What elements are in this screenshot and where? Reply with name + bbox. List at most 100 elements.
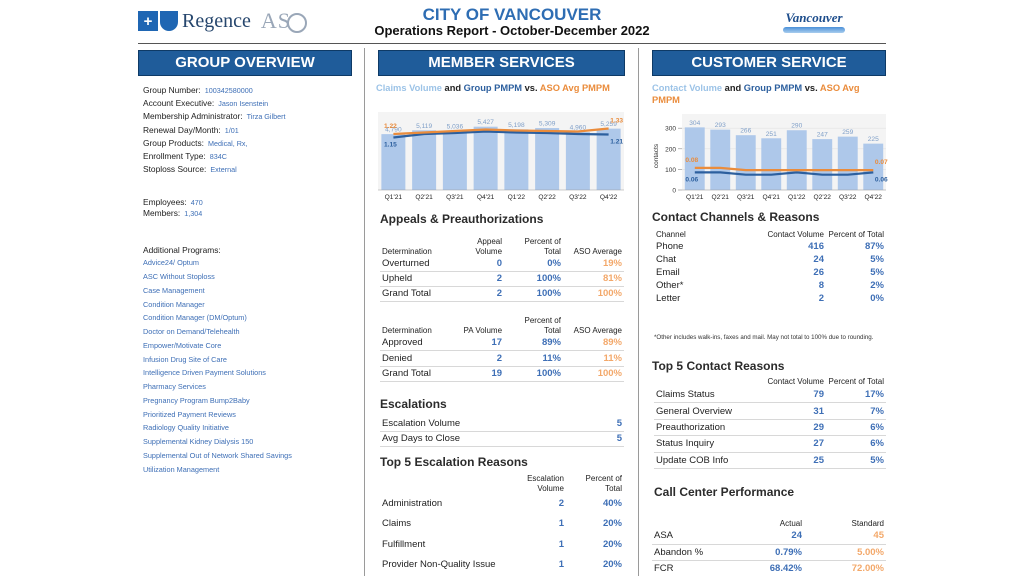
report-subtitle: Operations Report - October-December 202… xyxy=(374,23,650,38)
bar-value-label: 225 xyxy=(868,136,879,143)
col-determination: Determination xyxy=(382,325,432,335)
x-tick-label: Q2'22 xyxy=(814,194,832,201)
cell-standard: 72.00% xyxy=(804,560,886,576)
cell-volume: 416 xyxy=(808,240,824,252)
count-row: Members: 1,304 xyxy=(143,208,353,219)
line-first-label: 1.22 xyxy=(384,123,397,130)
col-percent: Percent of Total xyxy=(524,316,561,335)
col-pa-volume: PA Volume xyxy=(463,325,503,335)
table-row: Phone 416 87% xyxy=(654,240,886,253)
cell-volume: 0 xyxy=(459,256,505,272)
cell-volume: 1 xyxy=(558,538,564,550)
cell-actual: 24 xyxy=(732,528,804,545)
x-tick-label: Q4'22 xyxy=(600,194,618,201)
count-value: 1,304 xyxy=(184,209,203,219)
group-overview-panel: Group Number: 100342580000 Account Executi… xyxy=(143,84,353,476)
group-pmpm-line xyxy=(694,171,874,176)
contact-volume-chart: 0 100 200 300 contacts 304 Q1'21 293 Q2'21 266 Q3'… xyxy=(653,114,888,201)
cell-percent: 20% xyxy=(602,559,622,571)
cell-volume: 8 xyxy=(818,280,824,292)
program-item: Condition Manager (DM/Optum) xyxy=(143,313,247,323)
cell-percent: 5% xyxy=(826,452,886,469)
cell-label: Claims Status xyxy=(654,386,764,404)
cell-volume: 24 xyxy=(813,253,824,265)
program-item: Utilization Management xyxy=(143,464,220,474)
cell-label: Administration xyxy=(382,497,443,509)
bar-value-label: 304 xyxy=(689,120,700,127)
cell-label: ASA xyxy=(652,528,732,545)
line-last-label: 1.33 xyxy=(610,118,623,125)
bar xyxy=(412,130,437,190)
cell-label: Phone xyxy=(656,240,684,252)
bar-value-label: 290 xyxy=(791,123,802,130)
bar-value-label: 5,198 xyxy=(508,122,525,129)
group-counts: Employees: 470 Members: 1,304 xyxy=(143,197,353,219)
field-row: Membership Administrator: Tirza Gilbert xyxy=(143,110,353,123)
header-divider xyxy=(138,43,886,44)
count-row: Employees: 470 xyxy=(143,197,353,208)
line-first-label: 0.06 xyxy=(685,176,698,183)
table-row: Other* 8 2% xyxy=(654,279,886,292)
channels-footnote: *Other includes walk-ins, faxes and mail… xyxy=(654,334,874,341)
table-header: Channel Contact Volume Percent of Total xyxy=(654,230,886,240)
program-item: Supplemental Out of Network Shared Savin… xyxy=(143,450,292,460)
col-escalation-volume: Escalation Volume xyxy=(527,474,564,493)
blue-shield-icon xyxy=(160,11,178,31)
bar xyxy=(684,127,705,190)
program-item: Pregnancy Program Bump2Baby xyxy=(143,395,250,405)
table-row: Email 26 5% xyxy=(654,266,886,279)
field-label: Account Executive: xyxy=(143,98,215,109)
cell-label: Claims xyxy=(382,518,412,530)
city-logo-wave-icon xyxy=(783,27,845,33)
program-item: Pharmacy Services xyxy=(143,382,206,392)
cell-aso-average: 81% xyxy=(562,271,624,287)
cell-label: Upheld xyxy=(380,271,460,287)
cell-volume: 2 xyxy=(818,293,824,305)
count-label: Employees: xyxy=(143,197,187,208)
bar-value-label: 266 xyxy=(740,128,751,135)
column-divider xyxy=(364,48,365,576)
field-value: 1/01 xyxy=(224,125,239,135)
bar-value-label: 293 xyxy=(715,122,726,129)
cell-volume: 2 xyxy=(558,497,564,509)
bar-value-label: 259 xyxy=(842,129,853,136)
cell-volume: 19 xyxy=(459,366,505,382)
cell-volume: 2 xyxy=(459,271,505,287)
appeals-section-title: Appeals & Preauthorizations xyxy=(380,212,544,226)
bar-value-label: 4,790 xyxy=(385,127,402,134)
cell-aso-average: 100% xyxy=(562,366,624,382)
program-item: Advice24/ Optum xyxy=(143,258,199,268)
aso-ring-icon xyxy=(286,12,307,33)
x-tick-label: Q4'21 xyxy=(763,194,781,201)
cell-aso-average: 19% xyxy=(562,256,624,272)
field-row: Group Products: Medical, Rx, xyxy=(143,137,353,150)
cell-volume: 31 xyxy=(764,402,826,420)
line-last-label: 0.07 xyxy=(875,159,888,166)
x-tick-label: Q1'21 xyxy=(385,194,403,201)
cell-label: Grand Total xyxy=(380,286,460,302)
city-logo-text: Vancouver xyxy=(785,10,843,25)
col-channel: Channel xyxy=(656,230,686,239)
col-contact-volume: Contact Volume xyxy=(767,377,824,386)
col-determination: Determination xyxy=(382,246,432,256)
title-and: and xyxy=(441,83,464,93)
cell-percent: 0% xyxy=(504,256,563,272)
field-value: 100342580000 xyxy=(204,86,253,95)
program-item: Condition Manager xyxy=(143,299,205,309)
report-header: + Regence AS CITY OF VANCOUVER Operation… xyxy=(0,0,1024,44)
cell-percent: 100% xyxy=(504,271,563,287)
cell-label: Letter xyxy=(656,293,681,305)
bar-value-label: 251 xyxy=(766,131,777,138)
table-row: Fulfillment 1 20% xyxy=(380,534,624,555)
cell-label: Provider Non-Quality Issue xyxy=(382,559,496,571)
cell-percent: 7% xyxy=(826,402,886,420)
cell-volume: 2 xyxy=(459,350,505,367)
cell-volume: 27 xyxy=(764,435,826,453)
program-item: Supplemental Kidney Dialysis 150 xyxy=(143,437,254,447)
table-row: Grand Total 2 100% 100% xyxy=(380,286,624,302)
program-item: Empower/Motivate Core xyxy=(143,340,222,350)
x-tick-label: Q3'21 xyxy=(446,194,464,201)
bar-value-label: 5,259 xyxy=(600,121,617,128)
bar xyxy=(381,134,406,190)
x-tick-label: Q4'22 xyxy=(865,194,883,201)
